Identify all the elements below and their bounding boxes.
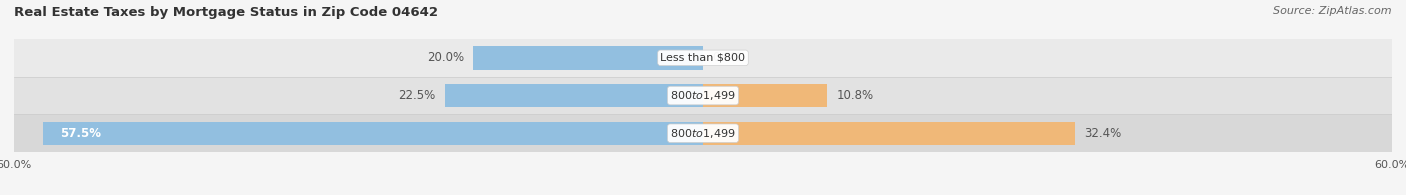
Text: Less than $800: Less than $800 <box>661 53 745 63</box>
Bar <box>444 84 703 107</box>
Text: $800 to $1,499: $800 to $1,499 <box>671 89 735 102</box>
Text: 10.8%: 10.8% <box>837 89 873 102</box>
Bar <box>42 121 703 145</box>
Text: Real Estate Taxes by Mortgage Status in Zip Code 04642: Real Estate Taxes by Mortgage Status in … <box>14 6 439 19</box>
Text: $800 to $1,499: $800 to $1,499 <box>671 127 735 140</box>
Text: Source: ZipAtlas.com: Source: ZipAtlas.com <box>1274 6 1392 16</box>
Bar <box>474 46 703 70</box>
Bar <box>14 114 1392 152</box>
Bar <box>703 121 1076 145</box>
Bar <box>14 77 1392 114</box>
Text: 57.5%: 57.5% <box>60 127 101 140</box>
Text: 22.5%: 22.5% <box>398 89 436 102</box>
Text: 0.0%: 0.0% <box>713 51 742 64</box>
Bar <box>14 39 1392 77</box>
Bar <box>703 84 827 107</box>
Text: 32.4%: 32.4% <box>1084 127 1122 140</box>
Text: 20.0%: 20.0% <box>427 51 464 64</box>
